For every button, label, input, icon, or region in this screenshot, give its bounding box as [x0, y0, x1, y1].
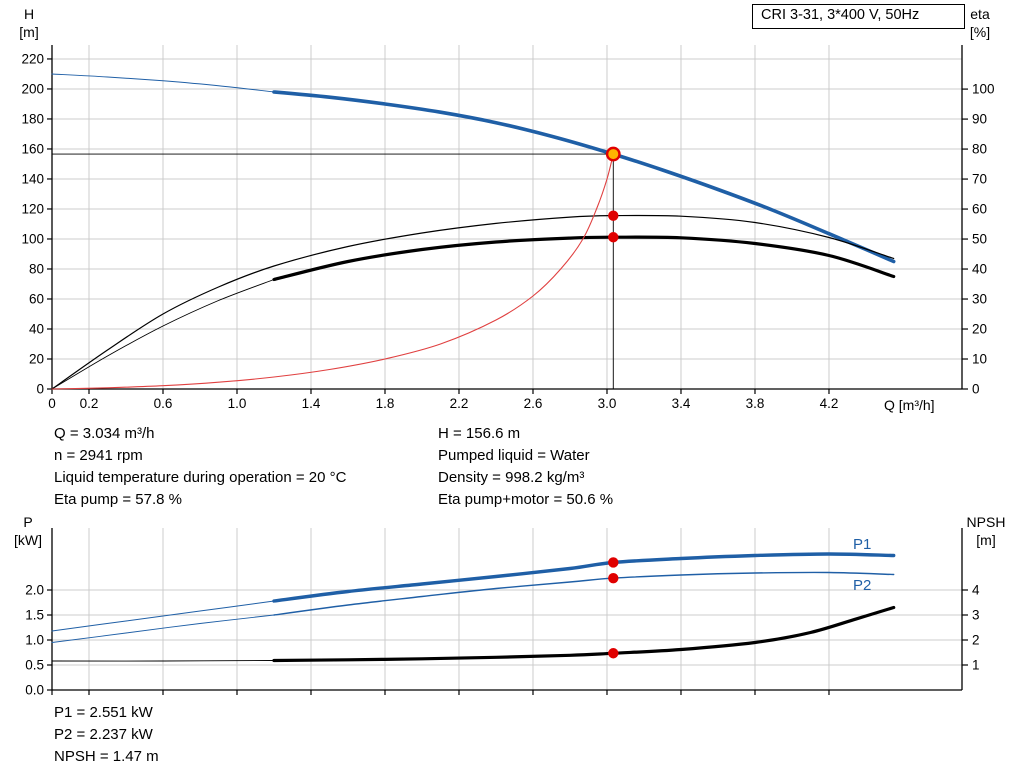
y-left-tick-label: 180 [21, 111, 44, 126]
info-density: Density = 998.2 kg/m³ [438, 469, 585, 486]
x-tick-label: 3.4 [672, 396, 691, 411]
pump-curve-extension [51, 73, 275, 93]
y-left-axis-title: H [24, 6, 34, 22]
y-left-tick-label: 1.5 [25, 608, 44, 623]
p1-extension [51, 600, 275, 632]
info-eta-pump-motor: Eta pump+motor = 50.6 % [438, 491, 614, 508]
y-right-tick-label: 100 [972, 82, 995, 97]
info-pumped-liquid: Pumped liquid = Water [438, 447, 590, 464]
pump-model-label: CRI 3-31, 3*400 V, 50Hz [752, 4, 965, 29]
x-tick-label: 1.0 [228, 396, 247, 411]
x-tick-label: 3.0 [598, 396, 617, 411]
info-p2: P2 = 2.237 kW [54, 726, 153, 743]
info-p1: P1 = 2.551 kW [54, 704, 153, 721]
y-left-axis-title: [m] [19, 24, 38, 40]
info-eta-pump: Eta pump = 57.8 % [54, 491, 182, 508]
x-tick-label: 2.6 [524, 396, 543, 411]
x-tick-label: 0.2 [80, 396, 99, 411]
operating-point-marker [605, 146, 621, 162]
x-tick-label: 1.4 [302, 396, 321, 411]
info-flow: Q = 3.034 m³/h [54, 425, 155, 442]
duty-point-dot [608, 210, 619, 221]
curve-label-p1: P1 [853, 536, 871, 553]
y-left-axis-title: [kW] [14, 532, 42, 548]
x-tick-label: 1.8 [376, 396, 395, 411]
x-axis-title: Q [m³/h] [884, 397, 935, 413]
y-right-tick-label: 10 [972, 352, 987, 367]
y-right-tick-label: 80 [972, 142, 987, 157]
duty-info-right-column: H = 156.6 m Pumped liquid = Water Densit… [438, 423, 613, 511]
y-left-tick-label: 0.0 [25, 683, 44, 698]
npsh-extension [51, 660, 275, 662]
y-left-tick-label: 220 [21, 51, 44, 66]
y-left-tick-label: 60 [29, 291, 44, 306]
duty-point-dot [608, 232, 619, 243]
y-right-axis-title: [%] [970, 24, 990, 40]
info-liquid-temperature: Liquid temperature during operation = 20… [54, 469, 347, 486]
x-tick-label: 0.6 [154, 396, 173, 411]
y-left-tick-label: 140 [21, 171, 44, 186]
y-left-tick-label: 40 [29, 321, 44, 336]
y-right-tick-label: 3 [972, 608, 980, 623]
x-tick-label: 4.2 [820, 396, 839, 411]
info-speed: n = 2941 rpm [54, 447, 143, 464]
eta-pump-curve [51, 214, 895, 390]
duty-point-dot [608, 648, 619, 659]
y-right-axis-title: [m] [976, 532, 995, 548]
info-npsh: NPSH = 1.47 m [54, 748, 159, 765]
p1-curve [272, 552, 896, 603]
y-right-tick-label: 40 [972, 262, 987, 277]
y-right-tick-label: 0 [972, 382, 980, 397]
curve-label-p2: P2 [853, 577, 871, 594]
y-left-tick-label: 0.5 [25, 658, 44, 673]
y-right-tick-label: 60 [972, 202, 987, 217]
y-right-tick-label: 50 [972, 232, 987, 247]
x-tick-label: 3.8 [746, 396, 765, 411]
x-tick-label: 0 [48, 396, 56, 411]
duty-point-dot [608, 557, 619, 568]
y-left-tick-label: 160 [21, 141, 44, 156]
info-head: H = 156.6 m [438, 425, 521, 442]
eta-pump-motor-curve [272, 235, 896, 282]
duty-info-left-column: Q = 3.034 m³/h n = 2941 rpm Liquid tempe… [54, 423, 346, 511]
p2-curve [273, 571, 895, 616]
y-right-tick-label: 1 [972, 658, 980, 673]
y-left-tick-label: 80 [29, 261, 44, 276]
x-tick-label: 2.2 [450, 396, 469, 411]
system-resulting-curve [51, 153, 614, 390]
y-right-tick-label: 2 [972, 633, 980, 648]
y-left-tick-label: 0 [36, 382, 44, 397]
y-right-axis-title: eta [970, 6, 990, 22]
y-left-tick-label: 120 [21, 201, 44, 216]
y-right-tick-label: 70 [972, 172, 987, 187]
y-left-tick-label: 200 [21, 81, 44, 96]
y-left-tick-label: 1.0 [25, 633, 44, 648]
power-npsh-info: P1 = 2.551 kW P2 = 2.237 kW NPSH = 1.47 … [54, 702, 159, 768]
duty-point-dot [608, 572, 619, 584]
y-right-tick-label: 30 [972, 292, 987, 307]
p2-extension [51, 614, 275, 643]
y-left-tick-label: 100 [21, 231, 44, 246]
y-left-tick-label: 20 [29, 351, 44, 366]
y-right-tick-label: 4 [972, 583, 980, 598]
y-left-axis-title: P [23, 514, 32, 530]
y-right-tick-label: 90 [972, 112, 987, 127]
y-right-tick-label: 20 [972, 322, 987, 337]
eta-pump-motor-extension [51, 279, 275, 390]
y-right-axis-title: NPSH [967, 514, 1006, 530]
y-left-tick-label: 2.0 [25, 583, 44, 598]
